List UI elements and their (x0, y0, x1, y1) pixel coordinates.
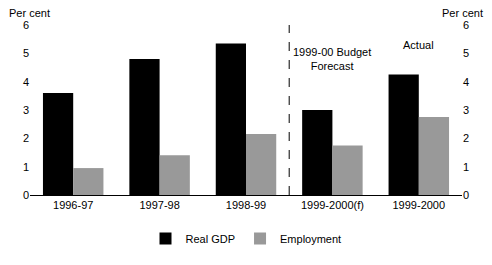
svg-text:6: 6 (463, 19, 469, 31)
svg-text:2: 2 (463, 132, 469, 144)
svg-text:4: 4 (463, 76, 469, 88)
svg-text:5: 5 (23, 47, 29, 59)
svg-text:1996-97: 1996-97 (53, 199, 93, 211)
svg-text:1998-99: 1998-99 (226, 199, 266, 211)
svg-text:5: 5 (463, 47, 469, 59)
svg-text:3: 3 (23, 104, 29, 116)
svg-text:2: 2 (23, 132, 29, 144)
svg-text:1999-2000: 1999-2000 (392, 199, 445, 211)
svg-text:1997-98: 1997-98 (139, 199, 179, 211)
svg-text:0: 0 (23, 189, 29, 201)
svg-text:Employment: Employment (280, 233, 341, 245)
svg-text:Per cent: Per cent (9, 7, 50, 19)
svg-text:6: 6 (23, 19, 29, 31)
svg-text:3: 3 (463, 104, 469, 116)
svg-text:Real GDP: Real GDP (186, 233, 236, 245)
svg-text:4: 4 (23, 76, 29, 88)
svg-text:1999-2000(f): 1999-2000(f) (301, 199, 364, 211)
svg-text:Per cent: Per cent (442, 7, 483, 19)
svg-text:1999-00 BudgetForecast: 1999-00 BudgetForecast (293, 46, 371, 72)
svg-text:0: 0 (463, 189, 469, 201)
svg-text:1: 1 (23, 161, 29, 173)
svg-text:1: 1 (463, 161, 469, 173)
svg-text:Actual: Actual (403, 39, 434, 51)
